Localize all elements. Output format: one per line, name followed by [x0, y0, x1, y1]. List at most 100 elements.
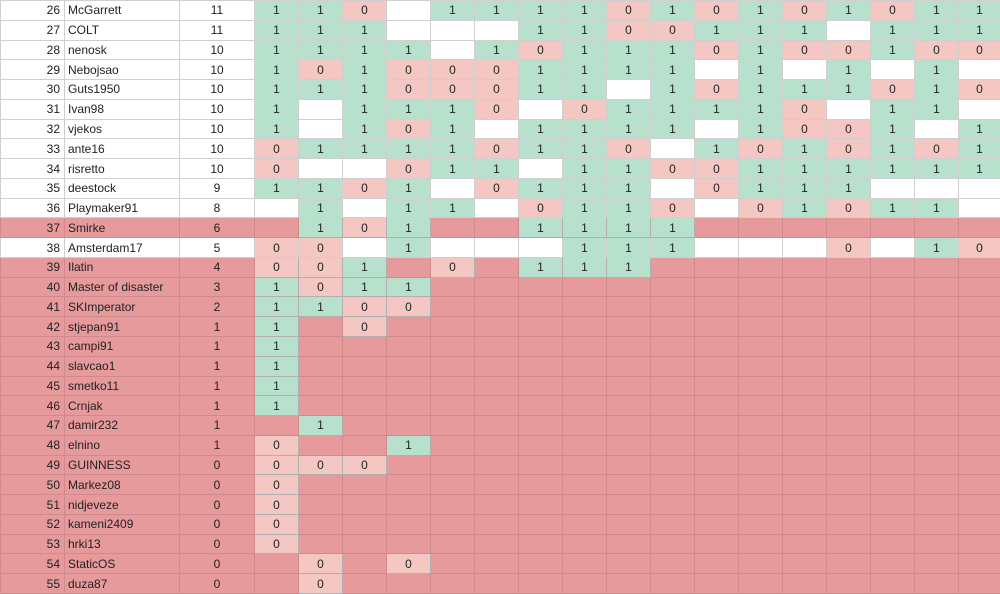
pick-cell[interactable]	[563, 396, 607, 416]
pick-cell[interactable]	[299, 376, 343, 396]
pick-cell[interactable]	[783, 257, 827, 277]
pick-cell[interactable]	[651, 435, 695, 455]
pick-cell[interactable]	[255, 574, 299, 594]
pick-cell[interactable]: 1	[739, 80, 783, 100]
score-cell[interactable]: 0	[180, 495, 255, 515]
pick-cell[interactable]	[387, 416, 431, 436]
pick-cell[interactable]: 1	[255, 40, 299, 60]
pick-cell[interactable]	[607, 554, 651, 574]
pick-cell[interactable]	[827, 534, 871, 554]
score-cell[interactable]: 10	[180, 99, 255, 119]
pick-cell[interactable]	[475, 257, 519, 277]
pick-cell[interactable]	[871, 178, 915, 198]
pick-cell[interactable]	[563, 297, 607, 317]
pick-cell[interactable]: 1	[915, 99, 959, 119]
pick-cell[interactable]: 1	[387, 198, 431, 218]
pick-cell[interactable]	[871, 495, 915, 515]
pick-cell[interactable]	[959, 554, 1000, 574]
score-cell[interactable]: 9	[180, 178, 255, 198]
pick-cell[interactable]: 0	[783, 99, 827, 119]
pick-cell[interactable]	[695, 376, 739, 396]
pick-cell[interactable]	[563, 277, 607, 297]
pick-cell[interactable]	[607, 455, 651, 475]
pick-cell[interactable]: 0	[607, 139, 651, 159]
pick-cell[interactable]	[343, 435, 387, 455]
pick-cell[interactable]	[475, 238, 519, 258]
pick-cell[interactable]: 1	[299, 178, 343, 198]
pick-cell[interactable]	[871, 376, 915, 396]
pick-cell[interactable]: 0	[475, 139, 519, 159]
pick-cell[interactable]	[871, 475, 915, 495]
pick-cell[interactable]	[519, 435, 563, 455]
pick-cell[interactable]	[739, 218, 783, 238]
pick-cell[interactable]: 1	[827, 178, 871, 198]
pick-cell[interactable]	[783, 495, 827, 515]
pick-cell[interactable]: 1	[299, 416, 343, 436]
pick-cell[interactable]	[695, 534, 739, 554]
pick-cell[interactable]	[519, 238, 563, 258]
score-cell[interactable]: 10	[180, 139, 255, 159]
pick-cell[interactable]	[827, 317, 871, 337]
pick-cell[interactable]: 1	[607, 198, 651, 218]
pick-cell[interactable]	[915, 356, 959, 376]
pick-cell[interactable]	[607, 337, 651, 357]
pick-cell[interactable]: 1	[871, 20, 915, 40]
pick-cell[interactable]	[431, 297, 475, 317]
pick-cell[interactable]	[871, 534, 915, 554]
pick-cell[interactable]: 1	[255, 178, 299, 198]
pick-cell[interactable]	[519, 416, 563, 436]
pick-cell[interactable]: 0	[519, 198, 563, 218]
pick-cell[interactable]	[607, 356, 651, 376]
pick-cell[interactable]: 1	[343, 80, 387, 100]
player-name-cell[interactable]: damir232	[65, 416, 180, 436]
pick-cell[interactable]: 1	[783, 178, 827, 198]
rank-cell[interactable]: 54	[1, 554, 65, 574]
pick-cell[interactable]: 1	[387, 435, 431, 455]
pick-cell[interactable]	[651, 416, 695, 436]
rank-cell[interactable]: 48	[1, 435, 65, 455]
pick-cell[interactable]: 0	[827, 40, 871, 60]
player-name-cell[interactable]: nidjeveze	[65, 495, 180, 515]
pick-cell[interactable]: 1	[299, 1, 343, 21]
pick-cell[interactable]: 0	[739, 198, 783, 218]
pick-cell[interactable]: 1	[959, 1, 1000, 21]
pick-cell[interactable]: 1	[563, 218, 607, 238]
pick-cell[interactable]: 1	[915, 20, 959, 40]
pick-cell[interactable]	[783, 317, 827, 337]
pick-cell[interactable]	[387, 534, 431, 554]
pick-cell[interactable]	[959, 416, 1000, 436]
pick-cell[interactable]	[959, 277, 1000, 297]
pick-cell[interactable]: 1	[255, 297, 299, 317]
pick-cell[interactable]	[959, 198, 1000, 218]
pick-cell[interactable]	[343, 337, 387, 357]
pick-cell[interactable]	[871, 455, 915, 475]
pick-cell[interactable]	[519, 495, 563, 515]
player-name-cell[interactable]: campi91	[65, 337, 180, 357]
pick-cell[interactable]	[871, 396, 915, 416]
pick-cell[interactable]: 1	[299, 80, 343, 100]
pick-cell[interactable]: 1	[343, 60, 387, 80]
pick-cell[interactable]: 1	[739, 159, 783, 179]
pick-cell[interactable]: 1	[871, 40, 915, 60]
pick-cell[interactable]	[387, 257, 431, 277]
pick-cell[interactable]	[607, 396, 651, 416]
pick-cell[interactable]: 0	[475, 80, 519, 100]
pick-cell[interactable]: 1	[343, 119, 387, 139]
pick-cell[interactable]	[651, 376, 695, 396]
pick-cell[interactable]: 1	[255, 337, 299, 357]
score-cell[interactable]: 0	[180, 514, 255, 534]
pick-cell[interactable]	[959, 475, 1000, 495]
pick-cell[interactable]	[299, 356, 343, 376]
pick-cell[interactable]	[871, 317, 915, 337]
pick-cell[interactable]: 1	[959, 20, 1000, 40]
pick-cell[interactable]: 1	[563, 178, 607, 198]
pick-cell[interactable]	[915, 416, 959, 436]
pick-cell[interactable]: 1	[519, 257, 563, 277]
pick-cell[interactable]	[739, 574, 783, 594]
pick-cell[interactable]: 1	[255, 80, 299, 100]
rank-cell[interactable]: 52	[1, 514, 65, 534]
pick-cell[interactable]	[915, 435, 959, 455]
score-cell[interactable]: 10	[180, 159, 255, 179]
rank-cell[interactable]: 55	[1, 574, 65, 594]
rank-cell[interactable]: 33	[1, 139, 65, 159]
